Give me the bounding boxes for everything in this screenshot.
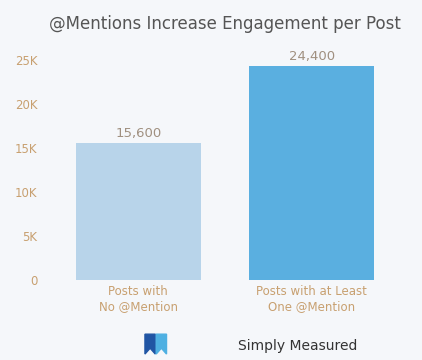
Polygon shape: [145, 334, 155, 354]
Bar: [76, 143, 201, 280]
Text: 15,600: 15,600: [115, 127, 162, 140]
Polygon shape: [156, 334, 167, 354]
Title: @Mentions Increase Engagement per Post: @Mentions Increase Engagement per Post: [49, 15, 401, 33]
Bar: [249, 66, 374, 280]
Text: Simply Measured: Simply Measured: [238, 339, 358, 353]
Text: 24,400: 24,400: [289, 50, 335, 63]
